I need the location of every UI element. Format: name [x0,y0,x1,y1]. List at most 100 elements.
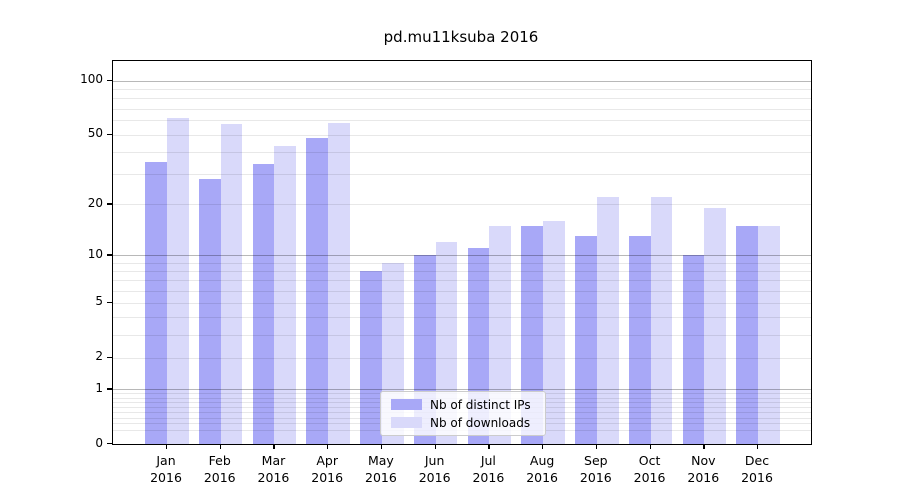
gridline-minor-5 [113,302,811,304]
legend-swatch-distinct-ips [391,399,422,410]
x-tick-mark-oct [649,444,651,449]
x-tick-mark-nov [703,444,705,449]
gridline-minor-2 [113,357,811,359]
x-tick-year-dec: 2016 [741,470,773,485]
bar-nov-downloads [704,208,726,444]
x-tick-mark-aug [542,444,544,449]
legend-label-downloads: Nb of downloads [430,415,531,430]
gridline-minor-70 [113,108,811,110]
y-tick-label-20: 20 [87,195,103,210]
bar-nov-distinct-ips [682,255,705,444]
legend-label-distinct-ips: Nb of distinct IPs [430,397,531,412]
x-tick-year-sep: 2016 [579,470,612,485]
x-tick-mark-jan [166,444,168,449]
bar-sep-distinct-ips [575,236,597,444]
x-tick-mark-jun [434,444,436,449]
bar-aug-distinct-ips [521,225,544,444]
gridline-minor-3 [113,334,811,336]
bar-jul-downloads [489,225,512,444]
x-tick-label-apr: Apr 2016 [299,452,355,486]
bar-oct-distinct-ips [628,236,651,444]
y-tick-label-100: 100 [80,72,103,87]
bar-dec-distinct-ips [736,225,759,444]
bar-apr-downloads [328,123,350,444]
x-tick-label-jul: Jul 2016 [460,452,516,486]
x-tick-label-nov: Nov 2016 [675,452,731,486]
gridline-major-10 [113,255,811,257]
y-tick-mark-20 [107,203,112,205]
gridline-major-100 [113,80,811,82]
bar-may-distinct-ips [360,271,382,444]
y-tick-label-0: 0 [95,435,103,450]
bar-oct-downloads [650,197,673,444]
x-tick-label-aug: Aug 2016 [514,452,570,486]
y-tick-mark-10 [107,254,112,256]
x-tick-year-aug: 2016 [526,470,559,485]
gridline-minor-80 [113,98,811,100]
bar-feb-distinct-ips [199,179,221,444]
gridline-minor-40 [113,151,811,153]
x-tick-year-jan: 2016 [150,470,182,485]
x-tick-label-may: May 2016 [353,452,409,486]
x-tick-year-jul: 2016 [472,470,505,485]
gridline-minor-20 [113,204,811,206]
x-tick-label-oct: Oct 2016 [622,452,678,486]
x-tick-mark-apr [327,444,329,449]
x-tick-year-oct: 2016 [633,470,666,485]
y-tick-label-2: 2 [95,349,103,364]
gridline-minor-60 [113,120,811,122]
x-tick-mark-feb [219,444,222,449]
y-tick-label-1: 1 [95,380,103,395]
bar-apr-distinct-ips [306,137,329,444]
x-tick-mark-sep [595,444,598,449]
y-tick-mark-100 [107,79,112,82]
x-tick-mark-dec [757,444,759,449]
y-tick-mark-50 [107,133,112,135]
x-tick-year-may: 2016 [365,470,397,485]
y-tick-mark-2 [107,356,112,358]
bar-jan-distinct-ips [145,161,167,444]
chart-title: pd.mu11ksuba 2016 [383,28,539,46]
gridline-major-1 [113,389,811,391]
bar-feb-downloads [220,124,243,444]
bar-mar-distinct-ips [252,164,275,444]
gridline-minor-7 [113,280,811,282]
x-tick-mark-mar [273,444,275,449]
x-tick-mark-may [380,444,383,449]
gridline-minor-6 [113,290,811,292]
legend-row-distinct-ips: Nb of distinct IPs [391,398,545,412]
x-tick-label-dec: Dec 2016 [729,452,785,486]
bar-mar-downloads [274,146,297,444]
y-tick-label-50: 50 [87,126,103,141]
bar-aug-downloads [543,221,565,444]
x-tick-year-apr: 2016 [311,470,344,485]
y-tick-mark-5 [107,301,112,304]
gridline-minor-50 [113,134,811,136]
gridline-minor-30 [113,173,811,175]
bar-dec-downloads [758,225,780,444]
y-tick-label-10: 10 [87,246,103,261]
legend-swatch-downloads [391,417,422,428]
bar-sep-downloads [596,197,619,444]
x-tick-label-mar: Mar 2016 [245,452,301,486]
x-tick-label-sep: Sep 2016 [568,452,624,486]
x-tick-label-jun: Jun 2016 [407,452,463,486]
x-tick-year-mar: 2016 [257,470,290,485]
x-tick-year-feb: 2016 [203,470,236,485]
plot-area [112,60,812,445]
gridline-minor-4 [113,317,811,319]
y-tick-label-5: 5 [95,294,103,309]
bar-jan-downloads [167,117,189,444]
x-tick-mark-jul [488,444,490,449]
legend: Nb of distinct IPs Nb of downloads [380,391,546,436]
x-tick-label-jan: Jan 2016 [138,452,194,486]
y-tick-mark-0 [107,443,112,445]
y-tick-mark-1 [107,388,112,390]
x-tick-year-jun: 2016 [418,470,451,485]
x-tick-label-feb: Feb 2016 [192,452,248,486]
x-tick-year-nov: 2016 [687,470,720,485]
gridline-minor-8 [113,271,811,273]
gridline-minor-9 [113,262,811,264]
legend-row-downloads: Nb of downloads [391,416,545,430]
